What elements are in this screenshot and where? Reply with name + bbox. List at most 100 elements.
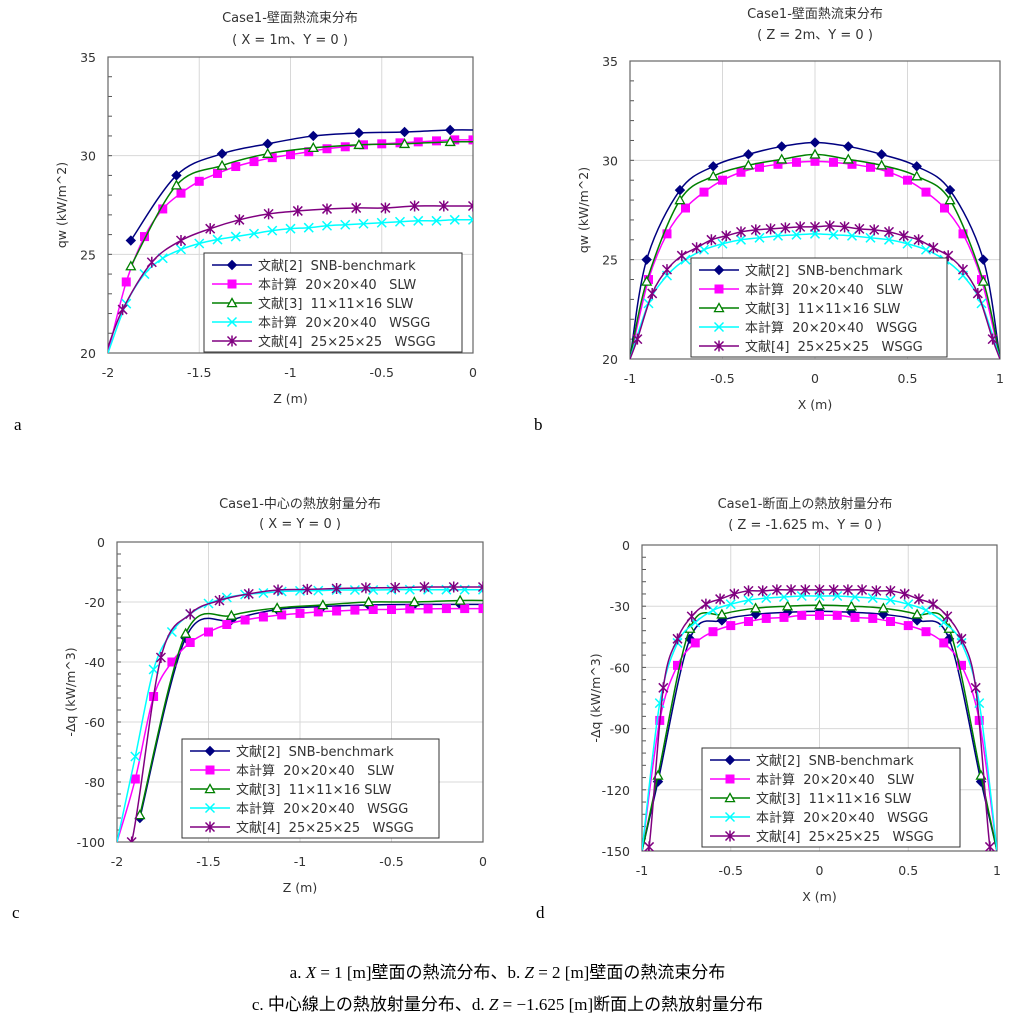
marker-x xyxy=(654,698,665,709)
marker-square xyxy=(441,604,451,614)
x-tick-label: -1 xyxy=(624,371,636,386)
x-axis-label: Z (m) xyxy=(273,391,307,406)
series-line xyxy=(108,218,473,353)
marker-square xyxy=(810,156,820,166)
marker-asterisk xyxy=(729,588,740,600)
legend-entry: 本計算 20×20×40 SLW xyxy=(236,763,394,779)
caption-text: c. 中心線上の熱放射量分布、d. xyxy=(251,995,489,1014)
marker-asterisk xyxy=(243,588,254,600)
chart-title: Case1-断面上の熱放射量分布 xyxy=(718,496,893,512)
plot-area xyxy=(629,60,1001,360)
marker-x xyxy=(743,595,754,606)
x-tick-label: 0 xyxy=(816,863,824,878)
legend-entry: 文献[4] 25×25×25 WSGG xyxy=(258,335,436,350)
x-tick-label: -1.5 xyxy=(187,365,211,380)
marker-square xyxy=(939,638,949,648)
y-tick-label: 30 xyxy=(602,153,618,168)
marker-x xyxy=(449,214,460,225)
marker-diamond xyxy=(226,259,238,271)
x-tick-label: -1 xyxy=(294,854,306,869)
marker-asterisk xyxy=(984,841,995,851)
marker-diamond xyxy=(978,254,989,265)
marker-x xyxy=(394,216,406,227)
marker-triangle xyxy=(716,608,728,619)
marker-square xyxy=(450,135,460,145)
marker-square xyxy=(921,627,931,637)
caption-var: X xyxy=(305,963,317,982)
marker-x xyxy=(358,218,369,229)
marker-square xyxy=(240,615,250,625)
marker-triangle xyxy=(398,137,411,149)
panel-label: a xyxy=(14,415,22,434)
marker-asterisk xyxy=(898,230,909,242)
x-tick-label: -1 xyxy=(636,863,648,878)
marker-triangle xyxy=(317,599,329,610)
marker-x xyxy=(883,234,895,245)
marker-square xyxy=(761,613,771,623)
series-layer xyxy=(642,584,997,851)
marker-triangle xyxy=(134,809,146,820)
marker-asterisk xyxy=(448,581,459,593)
marker-asterisk xyxy=(175,235,187,247)
marker-diamond xyxy=(708,161,719,172)
marker-asterisk xyxy=(800,584,811,596)
marker-square xyxy=(185,638,195,647)
marker-square xyxy=(176,188,186,198)
marker-square xyxy=(158,204,168,214)
marker-asterisk xyxy=(226,335,238,347)
marker-asterisk xyxy=(913,234,924,246)
marker-triangle xyxy=(170,179,183,190)
marker-triangle xyxy=(977,275,989,286)
marker-x xyxy=(713,321,725,333)
marker-asterisk xyxy=(972,287,983,299)
marker-diamond xyxy=(809,137,821,148)
marker-square xyxy=(121,277,131,287)
marker-diamond xyxy=(713,264,725,276)
marker-square xyxy=(405,604,415,614)
marker-triangle xyxy=(271,602,283,613)
marker-x xyxy=(226,316,238,328)
marker-asterisk xyxy=(686,610,697,622)
legend-entry: 文献[3] 11×11×16 SLW xyxy=(745,302,901,317)
marker-diamond xyxy=(776,141,787,152)
marker-square xyxy=(903,621,913,631)
y-tick-label: -120 xyxy=(602,783,630,798)
marker-asterisk xyxy=(828,584,839,596)
marker-asterisk xyxy=(146,256,157,268)
marker-asterisk xyxy=(735,226,747,238)
marker-triangle xyxy=(724,792,736,803)
caption-text: a. xyxy=(289,963,306,982)
marker-square xyxy=(387,605,396,614)
marker-x xyxy=(212,234,223,245)
marker-square xyxy=(779,612,789,622)
marker-diamond xyxy=(125,235,137,246)
marker-diamond xyxy=(641,254,652,265)
series-layer xyxy=(630,137,1000,359)
marker-square xyxy=(340,142,350,152)
marker-x xyxy=(258,587,269,599)
marker-square xyxy=(231,162,241,172)
y-tick-label: -30 xyxy=(610,599,630,614)
marker-asterisk xyxy=(302,583,313,595)
x-tick-label: 0 xyxy=(469,365,477,380)
x-tick-label: 1 xyxy=(993,863,1001,878)
x-tick-label: -0.5 xyxy=(370,365,394,380)
marker-triangle xyxy=(842,153,854,164)
legend-entry: 文献[3] 11×11×16 SLW xyxy=(756,792,912,807)
y-tick-label: -100 xyxy=(77,835,105,850)
marker-asterisk xyxy=(292,205,303,217)
marker-asterisk xyxy=(438,200,449,212)
y-axis-label: -Δq (kW/m^3) xyxy=(588,653,603,742)
marker-asterisk xyxy=(661,264,673,276)
legend-entry: 本計算 20×20×40 SLW xyxy=(756,772,914,788)
legend: 文献[2] SNB-benchmark 本計算 20×20×40 SLW 文献[3]… xyxy=(203,252,463,353)
marker-asterisk xyxy=(765,223,776,235)
marker-triangle xyxy=(444,136,456,147)
marker-square xyxy=(460,604,470,614)
y-tick-label: 20 xyxy=(602,352,618,367)
marker-asterisk xyxy=(743,585,754,597)
chart-subtitle: ( X = Y = 0 ) xyxy=(259,517,341,532)
marker-diamond xyxy=(911,161,922,172)
marker-asterisk xyxy=(263,208,274,220)
marker-diamond xyxy=(743,149,754,160)
